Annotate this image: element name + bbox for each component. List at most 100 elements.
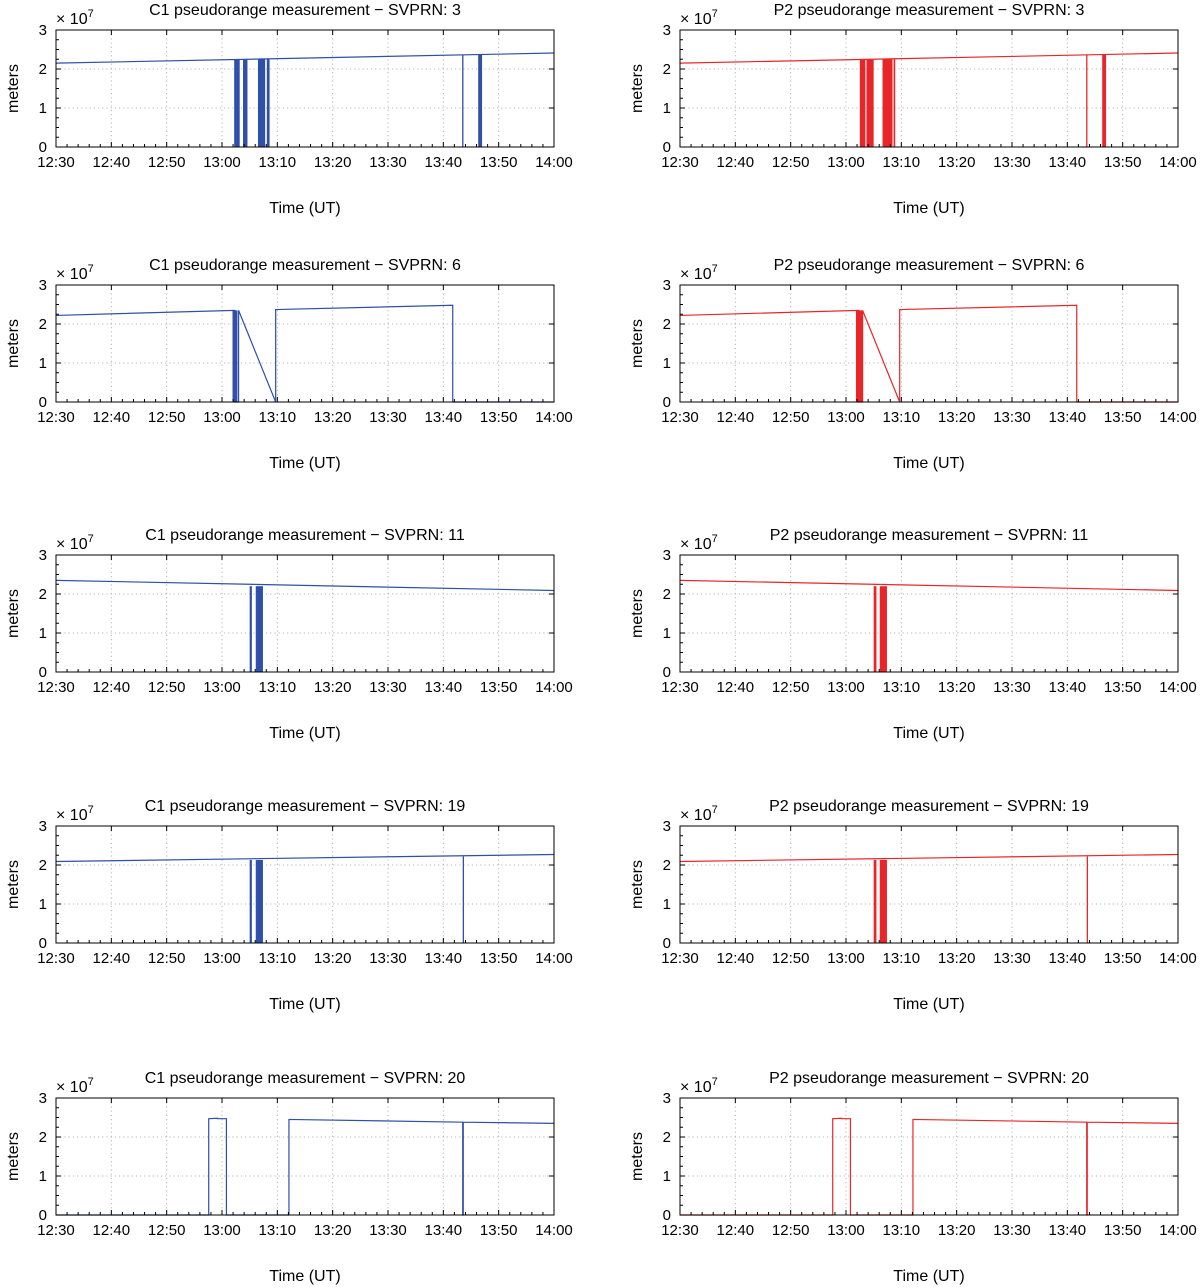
x-tick-label: 13:10: [259, 679, 297, 696]
chart-title: C1 pseudorange measurement − SVPRN: 20: [145, 1070, 466, 1087]
x-tick-label: 13:30: [369, 154, 407, 171]
dropout-spike: [893, 59, 896, 147]
series-line: [56, 1117, 555, 1216]
chart-title: P2 pseudorange measurement − SVPRN: 20: [769, 1070, 1089, 1087]
y-exponent-label: × 107: [680, 8, 718, 28]
x-tick-label: 13:20: [314, 679, 352, 696]
x-tick-label: 13:20: [938, 1222, 976, 1239]
x-tick-label: 12:50: [148, 154, 186, 171]
x-tick-label: 13:00: [827, 679, 865, 696]
chart-panel-p2-0: 12:30 12:40 12:50 13:00 13:10 13:20 13:30 13:40…: [629, 2, 1197, 217]
x-tick-label: 13:20: [314, 1222, 352, 1239]
x-tick-label: 12:40: [717, 950, 755, 967]
y-tick-label: 0: [663, 1207, 671, 1224]
x-tick-label: 12:30: [37, 154, 75, 171]
dropout-spike: [879, 586, 887, 672]
x-tick-label: 13:30: [369, 679, 407, 696]
chart-title: P2 pseudorange measurement − SVPRN: 19: [769, 798, 1089, 815]
x-tick-label: 13:00: [827, 154, 865, 171]
y-exponent-label: × 107: [680, 263, 718, 283]
x-axis-label: Time (UT): [893, 200, 964, 217]
y-tick-label: 0: [663, 139, 671, 156]
dropout-spike: [1086, 54, 1088, 147]
y-axis-label: meters: [629, 860, 646, 909]
x-tick-label: 12:50: [772, 154, 810, 171]
x-tick-label: 13:40: [1049, 154, 1087, 171]
y-tick-label: 0: [663, 935, 671, 952]
y-exponent: 7: [88, 263, 94, 275]
dropout-spike: [859, 59, 866, 147]
series-line: [55, 853, 555, 943]
x-tick-label: 13:00: [827, 409, 865, 426]
y-multiplier: × 10: [56, 1079, 88, 1096]
y-tick-label: 2: [39, 586, 47, 603]
chart-title: C1 pseudorange measurement − SVPRN: 6: [149, 257, 461, 274]
x-tick-label: 12:40: [93, 409, 131, 426]
chart-panel-c1-4: 12:30 12:40 12:50 13:00 13:10 13:20 13:30 13:40…: [5, 1070, 573, 1285]
y-exponent: 7: [88, 8, 94, 20]
y-axis-label: meters: [5, 589, 22, 638]
x-tick-label: 13:40: [425, 409, 463, 426]
y-multiplier: × 10: [680, 11, 712, 28]
y-exponent: 7: [712, 804, 718, 816]
y-tick-label: 3: [663, 277, 671, 294]
x-tick-label: 14:00: [535, 409, 573, 426]
series-path: [55, 52, 555, 64]
axes-frame: [55, 825, 555, 944]
x-tick-label: 13:10: [883, 409, 921, 426]
x-tick-label: 14:00: [1159, 409, 1197, 426]
y-tick-label: 1: [39, 100, 47, 117]
y-exponent: 7: [88, 1076, 94, 1088]
x-tick-label: 13:50: [1104, 679, 1142, 696]
y-tick-label: 1: [39, 896, 47, 913]
axes-frame: [679, 825, 1179, 944]
x-tick-label: 13:50: [480, 1222, 518, 1239]
x-tick-label: 13:50: [480, 409, 518, 426]
dropout-spike: [243, 59, 248, 147]
y-tick-label: 2: [663, 586, 671, 603]
x-axis-label: Time (UT): [893, 996, 964, 1013]
dropout-spike: [255, 859, 263, 943]
y-tick-label: 2: [39, 1129, 47, 1146]
dropout-spike: [234, 59, 240, 147]
x-tick-label: 12:50: [772, 679, 810, 696]
series-line: [679, 52, 1179, 147]
chart-panel-c1-1: 12:30 12:40 12:50 13:00 13:10 13:20 13:30 13:40…: [5, 257, 573, 472]
series-path: [55, 304, 554, 403]
axes-frame: [55, 554, 555, 673]
x-tick-label: 13:30: [369, 409, 407, 426]
chart-title: P2 pseudorange measurement − SVPRN: 6: [774, 257, 1085, 274]
x-tick-label: 13:40: [425, 1222, 463, 1239]
x-tick-label: 13:00: [203, 679, 241, 696]
x-tick-label: 13:50: [480, 154, 518, 171]
x-tick-label: 13:10: [259, 154, 297, 171]
x-tick-label: 13:00: [827, 1222, 865, 1239]
dropout-spike: [249, 586, 252, 672]
x-tick-label: 13:50: [1104, 409, 1142, 426]
x-tick-label: 13:10: [883, 1222, 921, 1239]
y-tick-label: 3: [663, 818, 671, 835]
x-tick-label: 13:30: [993, 1222, 1031, 1239]
y-tick-label: 3: [663, 22, 671, 39]
x-tick-label: 14:00: [1159, 950, 1197, 967]
x-axis-label: Time (UT): [269, 455, 340, 472]
chart-title: C1 pseudorange measurement − SVPRN: 19: [145, 798, 466, 815]
y-exponent-label: × 107: [56, 804, 94, 824]
series-line: [55, 52, 555, 147]
x-tick-label: 13:50: [480, 950, 518, 967]
x-tick-label: 13:20: [938, 679, 976, 696]
axes-frame: [679, 554, 1179, 673]
y-tick-label: 0: [39, 935, 47, 952]
x-tick-label: 13:10: [259, 409, 297, 426]
y-tick-label: 1: [663, 100, 671, 117]
chart-panel-c1-2: 12:30 12:40 12:50 13:00 13:10 13:20 13:30 13:40…: [5, 527, 573, 742]
x-tick-label: 13:40: [1049, 679, 1087, 696]
x-tick-label: 13:10: [883, 154, 921, 171]
y-tick-label: 1: [39, 355, 47, 372]
x-tick-label: 12:40: [717, 409, 755, 426]
chart-panel-p2-1: 12:30 12:40 12:50 13:00 13:10 13:20 13:30 13:40…: [629, 257, 1197, 472]
dropout-spike: [873, 586, 877, 672]
y-multiplier: × 10: [680, 807, 712, 824]
